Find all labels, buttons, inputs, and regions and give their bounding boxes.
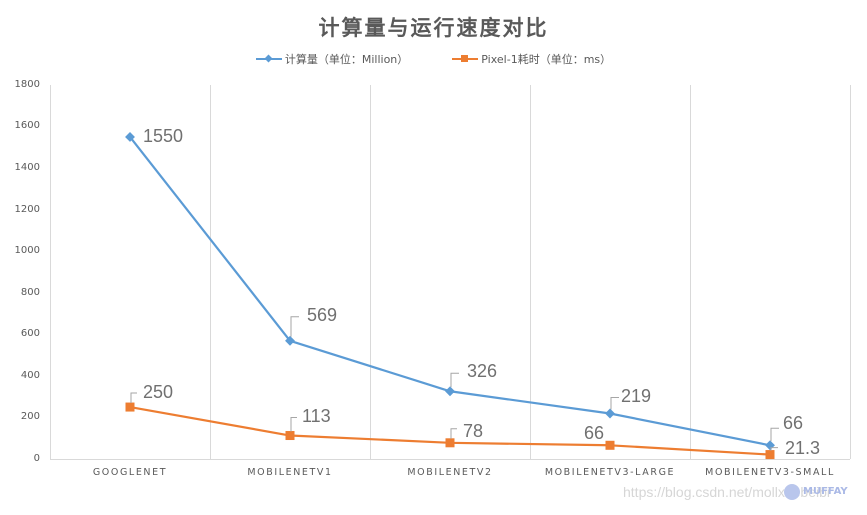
- y-tick: 1200: [14, 204, 40, 215]
- diamond-marker-icon: [255, 54, 282, 64]
- data-label-latency: 250: [143, 382, 174, 402]
- chart-title: 计算量与运行速度对比: [318, 16, 549, 40]
- leader-line: [450, 428, 457, 439]
- leader-line: [130, 392, 137, 404]
- y-tick: 1800: [14, 79, 40, 90]
- square-data-point[interactable]: [285, 431, 295, 441]
- square-data-point[interactable]: [765, 450, 775, 460]
- data-label-latency: 113: [302, 406, 331, 426]
- y-tick: 800: [20, 287, 40, 298]
- y-tick: 0: [33, 453, 40, 464]
- gridlines: [50, 85, 851, 460]
- data-label-compute: 219: [621, 386, 652, 406]
- data-label-compute: 569: [307, 305, 338, 325]
- diamond-data-point[interactable]: [765, 440, 775, 451]
- leader-line: [450, 372, 459, 388]
- y-tick: 1400: [14, 162, 40, 173]
- data-label-latency: 66: [584, 423, 605, 443]
- series-line-compute: [129, 136, 771, 447]
- square-data-point[interactable]: [605, 440, 615, 450]
- leader-line: [770, 427, 779, 442]
- watermark-brand: MUFFAY: [803, 486, 848, 497]
- leader-line: [610, 396, 619, 410]
- y-tick: 1000: [14, 245, 40, 256]
- diamond-data-point[interactable]: [285, 335, 295, 346]
- data-label-compute: 66: [783, 413, 804, 433]
- data-label-latency: 78: [463, 421, 484, 441]
- y-tick: 400: [20, 370, 40, 381]
- label-leader-lines: [130, 316, 779, 451]
- legend-label-compute: 计算量（单位：Million）: [284, 53, 409, 66]
- watermark-logo-icon: [784, 484, 800, 500]
- diamond-data-point[interactable]: [445, 386, 455, 397]
- legend-item-compute[interactable]: 计算量（单位：Million）: [255, 51, 409, 67]
- x-tick: MOBILENETV3-SMALL: [705, 467, 835, 478]
- square-data-point[interactable]: [125, 402, 135, 412]
- y-tick: 200: [20, 411, 40, 422]
- leader-line: [290, 316, 299, 337]
- data-label-latency: 21.3: [785, 438, 821, 458]
- watermark-url: https://blog.csdn.net/mollxuebeibi: [623, 484, 831, 500]
- square-data-point[interactable]: [445, 438, 455, 448]
- leader-line: [770, 447, 778, 451]
- diamond-data-point[interactable]: [605, 408, 615, 419]
- series-line-latency: [129, 405, 771, 456]
- legend-label-latency: Pixel-1耗时（单位：ms）: [481, 53, 612, 66]
- y-tick: 600: [20, 328, 40, 339]
- data-label-compute: 326: [467, 361, 498, 381]
- y-tick: 1600: [14, 120, 40, 131]
- data-label-compute: 1550: [143, 126, 184, 146]
- x-tick: MOBILENETV2: [407, 467, 493, 478]
- square-marker-icon: [452, 54, 479, 64]
- x-tick: MOBILENETV1: [247, 467, 333, 478]
- leader-line: [290, 417, 297, 432]
- x-tick: MOBILENETV3-LARGE: [544, 467, 676, 478]
- legend: 计算量（单位：Million） Pixel-1耗时（单位：ms）: [0, 51, 867, 67]
- legend-item-latency[interactable]: Pixel-1耗时（单位：ms）: [452, 51, 611, 67]
- series-lines: [125, 131, 775, 460]
- diamond-data-point[interactable]: [125, 131, 135, 142]
- x-tick: GOOGLENET: [92, 467, 168, 478]
